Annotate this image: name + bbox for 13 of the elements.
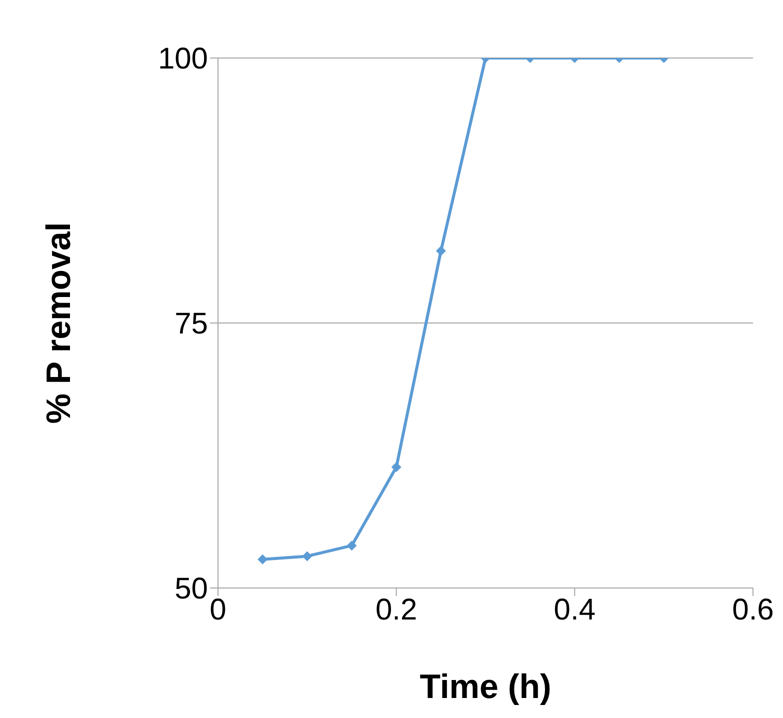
point — [258, 554, 268, 564]
x-tick-label: 0.2 — [375, 593, 418, 626]
y-tick-label: 75 — [174, 308, 208, 341]
x-tick-label: 0 — [210, 593, 226, 626]
x-tick-label: 0.6 — [732, 593, 774, 626]
y-tick-label: 50 — [174, 572, 208, 606]
point — [391, 462, 402, 472]
point — [302, 551, 312, 562]
y-tick-label: 100 — [158, 42, 208, 76]
y-axis-title: % P removal — [40, 222, 78, 424]
x-axis-title: Time (h) — [420, 668, 552, 706]
point — [346, 540, 357, 551]
x-tick-label: 0.4 — [554, 593, 596, 626]
